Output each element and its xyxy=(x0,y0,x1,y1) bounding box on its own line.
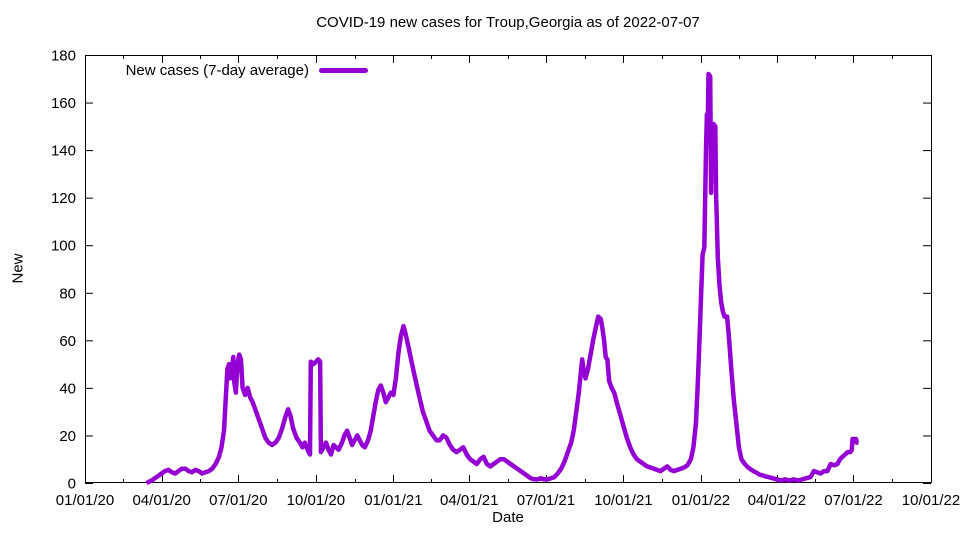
svg-text:40: 40 xyxy=(59,380,76,397)
x-axis-label: Date xyxy=(492,509,524,526)
svg-text:04/01/20: 04/01/20 xyxy=(132,492,190,509)
svg-text:60: 60 xyxy=(59,333,76,350)
svg-text:0: 0 xyxy=(68,476,76,493)
svg-text:20: 20 xyxy=(59,428,76,445)
svg-text:80: 80 xyxy=(59,285,76,302)
y-axis-label: New xyxy=(9,253,27,284)
svg-text:01/01/21: 01/01/21 xyxy=(364,492,422,509)
svg-text:120: 120 xyxy=(51,190,76,207)
legend: New cases (7-day average) xyxy=(85,62,368,79)
svg-text:180: 180 xyxy=(51,48,76,65)
svg-text:04/01/21: 04/01/21 xyxy=(440,492,498,509)
svg-text:140: 140 xyxy=(51,143,76,160)
svg-text:07/01/20: 07/01/20 xyxy=(209,492,267,509)
legend-label: New cases (7-day average) xyxy=(125,62,309,79)
svg-text:07/01/21: 07/01/21 xyxy=(517,492,575,509)
svg-text:10/01/20: 10/01/20 xyxy=(287,492,345,509)
svg-text:01/01/22: 01/01/22 xyxy=(672,492,730,509)
svg-text:07/01/22: 07/01/22 xyxy=(824,492,882,509)
svg-text:100: 100 xyxy=(51,238,76,255)
svg-text:160: 160 xyxy=(51,95,76,112)
chart-title: COVID-19 new cases for Troup,Georgia as … xyxy=(316,14,700,31)
legend-line-sample xyxy=(319,68,368,73)
svg-text:04/01/22: 04/01/22 xyxy=(748,492,806,509)
svg-text:10/01/21: 10/01/21 xyxy=(594,492,652,509)
svg-text:01/01/20: 01/01/20 xyxy=(56,492,114,509)
svg-text:10/01/22: 10/01/22 xyxy=(902,492,960,509)
